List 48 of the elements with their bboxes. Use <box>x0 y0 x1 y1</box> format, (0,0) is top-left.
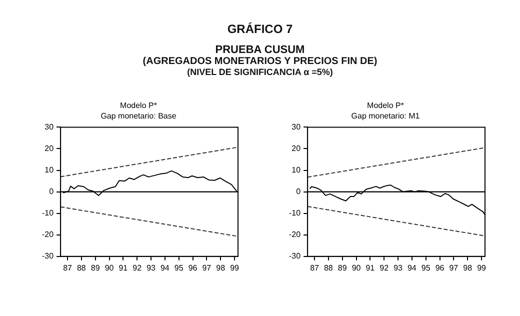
x-tick-label: 90 <box>352 263 362 272</box>
x-tick-label: 87 <box>63 263 73 272</box>
x-tick-label: 97 <box>449 263 459 272</box>
x-tick-label: 97 <box>202 263 212 272</box>
x-tick-label: 99 <box>230 263 240 272</box>
y-tick-label: -10 <box>42 208 54 218</box>
x-tick-label: 90 <box>104 263 114 272</box>
y-tick-label: -10 <box>289 208 302 218</box>
x-tick-label: 98 <box>216 263 226 272</box>
y-tick-label: 30 <box>44 122 54 132</box>
text: GRÁFICO 7 <box>226 21 294 36</box>
x-tick-label: 89 <box>338 263 348 272</box>
x-tick-label: 91 <box>366 263 376 272</box>
y-tick-label: 0 <box>49 187 54 196</box>
y-tick-label: -30 <box>42 252 54 261</box>
chart-subtitle: Gap monetario: M1 <box>351 112 420 121</box>
x-tick-label: 89 <box>90 263 100 272</box>
x-tick-label: 96 <box>435 263 445 272</box>
y-tick-label: -30 <box>289 252 302 261</box>
y-tick-label: 10 <box>292 165 302 174</box>
chart-subtitle: Gap monetario: Base <box>100 112 177 121</box>
x-tick-label: 95 <box>174 263 184 272</box>
x-tick-label: 92 <box>132 263 142 272</box>
y-tick-label: 10 <box>44 165 54 174</box>
chart-title: Modelo P* <box>120 101 157 110</box>
chart-title: Modelo P* <box>367 101 404 110</box>
x-tick-label: 88 <box>324 263 334 272</box>
x-tick-label: 88 <box>76 263 86 272</box>
x-tick-label: 93 <box>146 263 156 272</box>
x-tick-label: 94 <box>407 263 417 272</box>
x-tick-label: 95 <box>421 263 431 272</box>
x-tick-label: 92 <box>380 263 390 272</box>
y-tick-label: 20 <box>292 144 302 153</box>
text: PRUEBA CUSUM <box>214 44 306 56</box>
x-tick-label: 98 <box>463 263 473 272</box>
x-tick-label: 94 <box>160 263 170 272</box>
y-tick-label: 20 <box>44 144 54 153</box>
x-tick-label: 99 <box>477 263 487 272</box>
text: (NIVEL DE SIGNIFICANCIA α =5%) <box>186 67 334 77</box>
x-tick-label: 96 <box>188 263 198 272</box>
y-tick-label: -20 <box>289 230 302 240</box>
x-tick-label: 87 <box>310 263 320 272</box>
text: (AGREGADOS MONETARIOS Y PRECIOS FIN DE) <box>142 56 378 67</box>
x-tick-label: 93 <box>394 263 404 272</box>
y-tick-label: 30 <box>292 122 302 132</box>
x-tick-label: 91 <box>118 263 128 272</box>
y-tick-label: 0 <box>296 187 302 196</box>
y-tick-label: -20 <box>42 230 54 240</box>
